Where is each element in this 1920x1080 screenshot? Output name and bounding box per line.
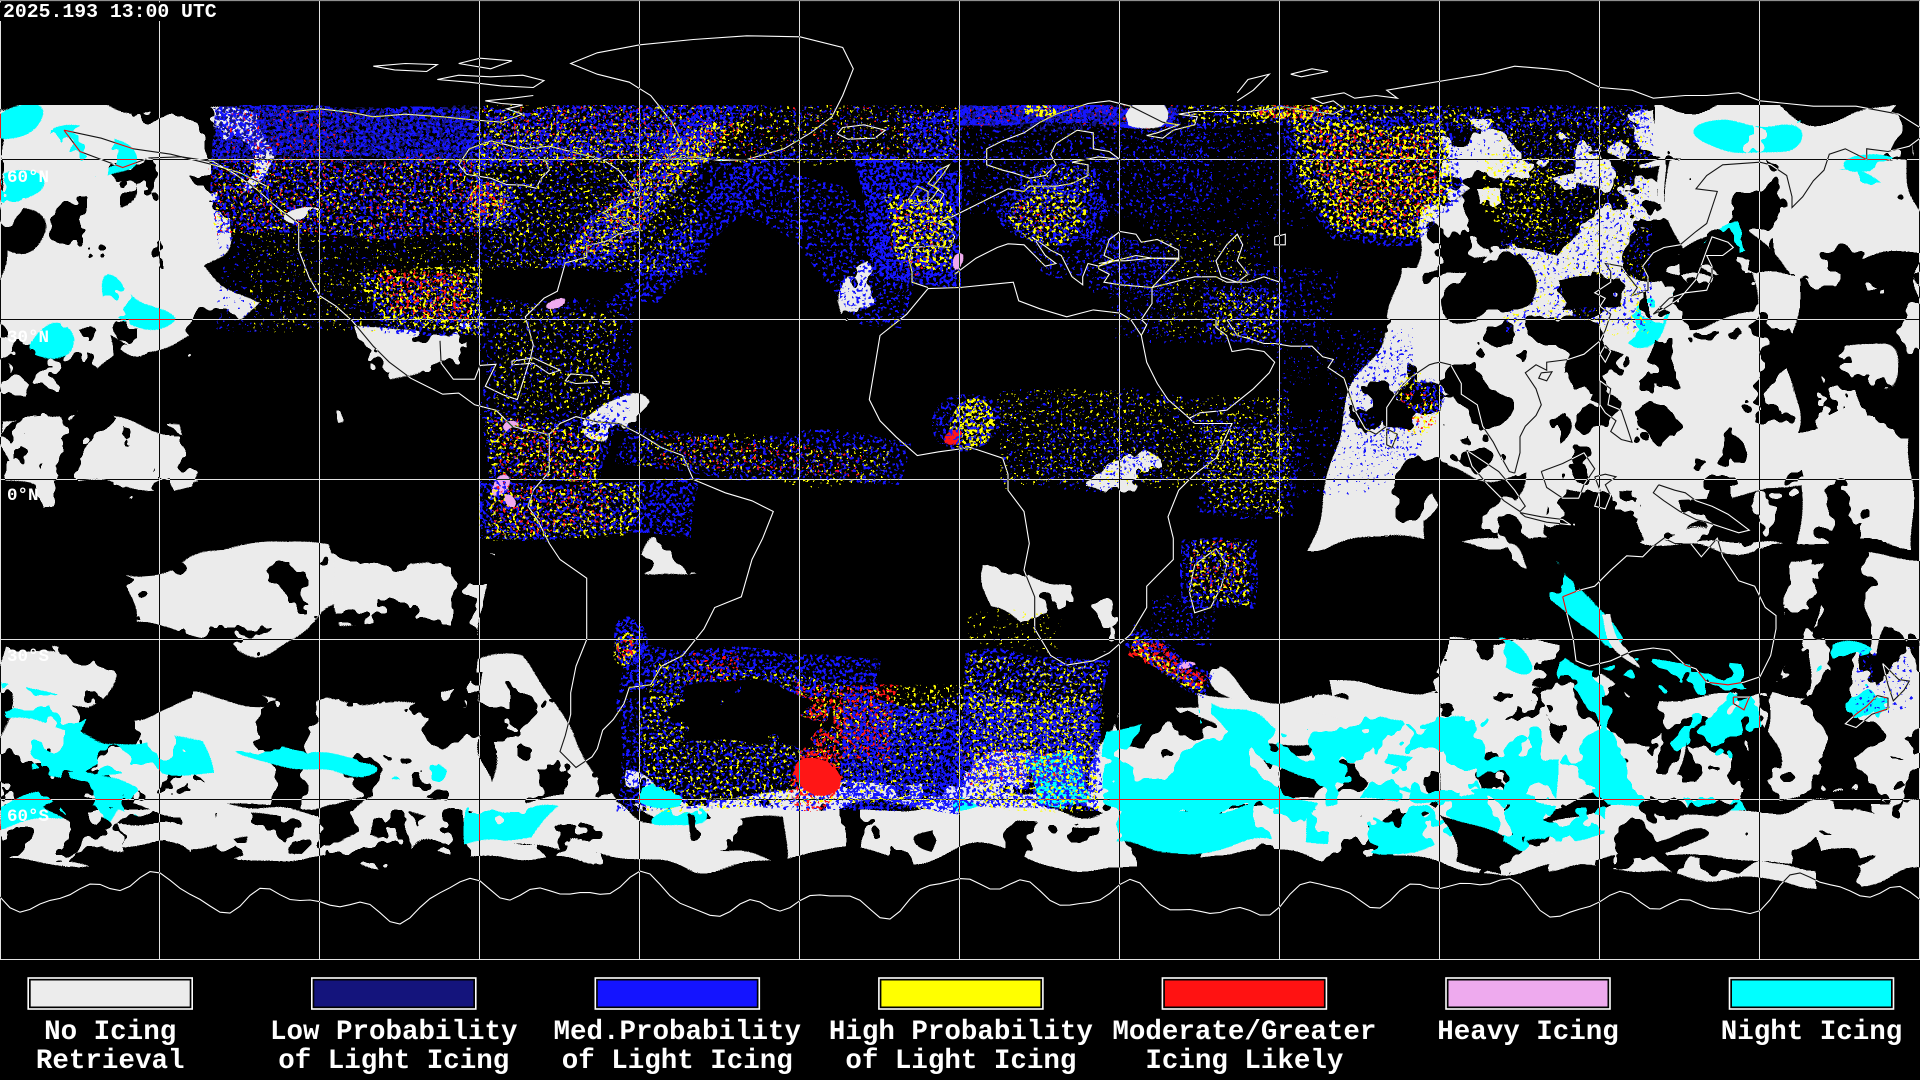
svg-text:of Light Icing: of Light Icing <box>278 1046 509 1077</box>
svg-text:60°N: 60°N <box>7 168 49 188</box>
svg-text:of Light Icing: of Light Icing <box>562 1046 793 1077</box>
svg-text:High Probability: High Probability <box>829 1017 1093 1048</box>
svg-text:Low Probability: Low Probability <box>270 1017 518 1048</box>
svg-text:No Icing: No Icing <box>44 1017 176 1048</box>
svg-text:Heavy Icing: Heavy Icing <box>1437 1017 1619 1048</box>
svg-text:60°S: 60°S <box>7 807 49 827</box>
svg-text:Moderate/Greater: Moderate/Greater <box>1112 1017 1376 1048</box>
svg-text:2025.193 13:00 UTC: 2025.193 13:00 UTC <box>3 1 217 23</box>
svg-text:Night Icing: Night Icing <box>1721 1017 1903 1048</box>
svg-text:Med.Probability: Med.Probability <box>554 1017 802 1048</box>
svg-text:0°N: 0°N <box>7 486 39 506</box>
svg-text:of Light Icing: of Light Icing <box>845 1046 1076 1077</box>
svg-text:30°S: 30°S <box>7 647 49 667</box>
svg-text:Icing Likely: Icing Likely <box>1145 1046 1343 1077</box>
svg-text:30°N: 30°N <box>7 328 49 348</box>
svg-text:Retrieval: Retrieval <box>36 1046 185 1077</box>
